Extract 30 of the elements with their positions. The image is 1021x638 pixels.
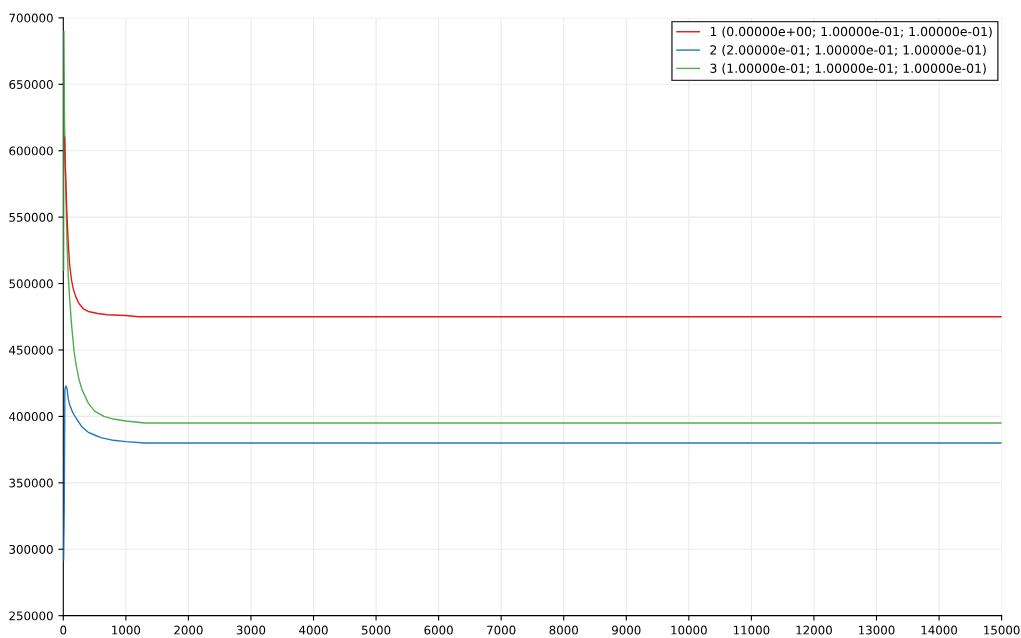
- x-tick-label: 6000: [424, 625, 453, 635]
- x-tick-label: 5000: [361, 625, 391, 635]
- legend-label: 1 (0.00000e+00; 1.00000e-01; 1.00000e-01): [710, 26, 992, 38]
- x-tick-label: 9000: [612, 625, 641, 635]
- y-tick-label: 300000: [9, 544, 53, 554]
- y-tick-label: 400000: [9, 412, 53, 422]
- y-tick-label: 700000: [9, 13, 53, 23]
- y-tick-label: 600000: [9, 146, 53, 156]
- y-tick-label: 250000: [9, 611, 53, 621]
- legend-label: 3 (1.00000e-01; 1.00000e-01; 1.00000e-01): [710, 63, 986, 75]
- x-tick-label: 2000: [174, 625, 203, 635]
- x-tick-label: 3000: [236, 625, 266, 635]
- x-tick-label: 11000: [733, 625, 770, 635]
- x-tick-label: 14000: [921, 625, 958, 635]
- y-tick-label: 550000: [9, 212, 53, 222]
- x-tick-label: 8000: [549, 625, 578, 635]
- y-tick-label: 650000: [9, 80, 53, 89]
- y-tick-label: 350000: [9, 478, 53, 488]
- x-tick-label: 4000: [299, 625, 328, 635]
- x-tick-label: 7000: [487, 625, 516, 635]
- x-tick-label: 10000: [671, 625, 707, 635]
- x-tick-label: 15000: [984, 625, 1020, 635]
- legend-label: 2 (2.00000e-01; 1.00000e-01; 1.00000e-01): [710, 44, 986, 57]
- y-tick-label: 500000: [9, 279, 53, 289]
- x-tick-label: 13000: [859, 625, 895, 635]
- y-tick-label: 450000: [9, 345, 53, 355]
- line-series: [63, 136, 1002, 318]
- x-tick-label: 0: [60, 625, 67, 635]
- x-tick-label: 12000: [796, 625, 832, 635]
- x-tick-label: 1000: [112, 625, 141, 635]
